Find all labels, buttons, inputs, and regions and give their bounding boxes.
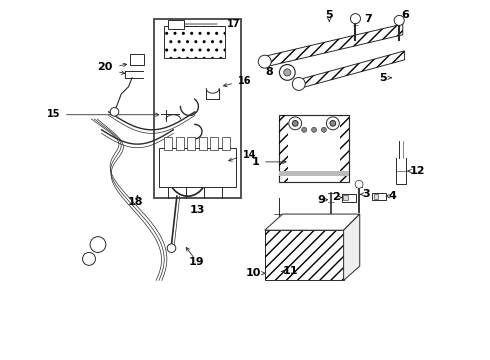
Polygon shape [299, 51, 405, 89]
Text: 18: 18 [128, 197, 144, 207]
Bar [199, 137, 207, 149]
Bar [210, 137, 218, 149]
Text: 8: 8 [265, 67, 273, 77]
Polygon shape [265, 24, 403, 67]
Text: 17: 17 [227, 19, 241, 29]
Text: 5: 5 [379, 73, 387, 83]
Bar [187, 137, 195, 149]
Bar [164, 137, 172, 149]
Circle shape [330, 121, 336, 126]
Circle shape [284, 69, 291, 76]
Text: 3: 3 [362, 189, 369, 199]
Text: 4: 4 [389, 191, 396, 201]
Text: 14: 14 [243, 150, 257, 160]
Circle shape [326, 117, 339, 130]
Circle shape [258, 55, 271, 68]
Bar [168, 21, 184, 30]
Bar [164, 26, 225, 58]
Circle shape [394, 15, 404, 26]
Bar [129, 54, 144, 64]
Bar [340, 116, 349, 182]
Circle shape [302, 127, 307, 132]
Bar [372, 193, 386, 201]
Text: 12: 12 [409, 166, 425, 176]
Bar [221, 137, 230, 149]
Bar [342, 194, 356, 202]
Bar [159, 148, 236, 187]
Bar [164, 26, 225, 58]
Text: 6: 6 [401, 10, 409, 20]
Circle shape [321, 127, 326, 132]
Text: 20: 20 [97, 62, 112, 72]
Bar [279, 116, 288, 182]
Circle shape [110, 108, 119, 116]
Text: 11: 11 [283, 266, 298, 276]
Text: 5: 5 [325, 10, 333, 20]
Text: 10: 10 [246, 268, 261, 278]
Text: 19: 19 [189, 257, 204, 267]
Bar [279, 171, 349, 176]
Text: 13: 13 [190, 206, 205, 216]
Circle shape [312, 127, 317, 132]
Bar [176, 137, 184, 149]
Circle shape [82, 252, 96, 265]
Bar [265, 230, 343, 280]
Circle shape [293, 121, 298, 126]
Text: 9: 9 [317, 195, 325, 205]
Text: 1: 1 [251, 157, 259, 167]
Circle shape [167, 244, 176, 252]
Text: 15: 15 [47, 109, 60, 119]
Bar [265, 230, 343, 280]
Polygon shape [343, 214, 360, 280]
Bar [279, 116, 349, 182]
Bar [374, 194, 378, 199]
Text: 2: 2 [332, 192, 340, 202]
Circle shape [293, 77, 305, 90]
Circle shape [279, 64, 295, 80]
Circle shape [90, 237, 106, 252]
Bar [343, 195, 348, 200]
Text: 7: 7 [365, 14, 372, 24]
Circle shape [289, 117, 302, 130]
Circle shape [355, 180, 363, 188]
Polygon shape [265, 214, 360, 230]
Circle shape [350, 14, 361, 24]
Text: 16: 16 [238, 76, 251, 86]
Bar [153, 19, 242, 198]
